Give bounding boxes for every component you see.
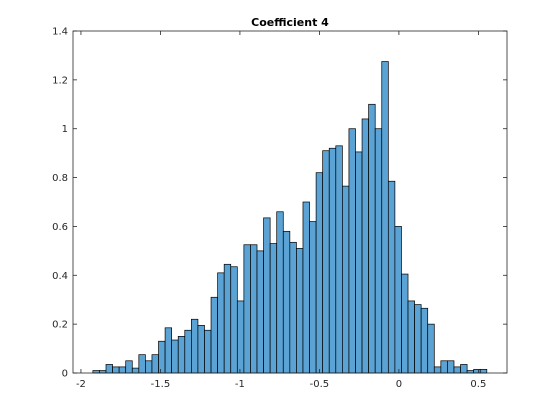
histogram-bar	[138, 354, 146, 374]
histogram-bar	[151, 354, 159, 374]
histogram-bar	[250, 244, 258, 374]
histogram-bar	[269, 243, 278, 374]
histogram-bar	[230, 266, 238, 374]
histogram-bar	[289, 241, 297, 374]
histogram-bar	[407, 300, 415, 374]
histogram-bar	[374, 128, 383, 374]
histogram-bar	[105, 364, 113, 374]
y-tick-label: 1	[62, 124, 68, 135]
histogram-bar	[177, 336, 186, 374]
histogram-bar	[256, 250, 264, 374]
histogram-bar	[302, 201, 310, 374]
histogram-bar	[335, 145, 343, 374]
histogram-bar	[322, 150, 330, 374]
histogram-bar	[164, 327, 173, 374]
y-tick-label: 1.4	[52, 27, 68, 38]
histogram-bar	[453, 366, 461, 374]
histogram-bar	[296, 248, 304, 374]
histogram-bar	[112, 366, 120, 374]
x-tick-label: -1	[235, 379, 245, 390]
histogram-bar	[328, 147, 337, 374]
histogram-bar	[394, 226, 402, 374]
histogram-bar	[361, 118, 369, 374]
histogram-bar	[204, 329, 212, 374]
histogram-bar	[447, 360, 455, 374]
histogram-bar	[427, 323, 435, 374]
y-tick-label: 1.2	[52, 75, 68, 86]
histogram-bar	[342, 185, 350, 374]
histogram-bar	[440, 360, 448, 374]
histogram-bar	[131, 367, 140, 374]
histogram-bar	[191, 318, 199, 374]
histogram-bar	[158, 340, 166, 374]
histogram-bar	[217, 272, 225, 374]
histogram-bar	[420, 307, 429, 374]
x-tick-label: 0.5	[470, 379, 486, 390]
histogram-bar	[387, 180, 396, 374]
histogram-bar	[282, 230, 291, 374]
histogram-bar	[315, 172, 324, 374]
histogram-bar	[473, 368, 481, 374]
histogram-bar	[243, 244, 251, 374]
x-tick-label: -0.5	[310, 379, 330, 390]
histogram-bar	[223, 263, 232, 374]
histogram-bar	[125, 360, 133, 374]
histogram-bar	[433, 366, 442, 374]
histogram-bar	[171, 339, 179, 374]
histogram-bar	[276, 211, 284, 374]
y-tick-label: 0.6	[52, 222, 68, 233]
x-tick-label: 0	[396, 379, 402, 390]
histogram-bar	[118, 366, 127, 374]
histogram-bar	[355, 151, 363, 374]
y-axis-ticks: 0 0.2 0.4 0.6 0.8 1 1.2 1.4	[52, 27, 507, 380]
y-tick-label: 0.4	[52, 271, 68, 282]
x-tick-label: -2	[76, 379, 86, 390]
histogram-bar	[401, 273, 409, 374]
histogram-bar	[460, 364, 468, 374]
axes-box	[72, 30, 508, 374]
histogram-bar	[348, 128, 356, 374]
chart-title: Coefficient 4	[251, 16, 329, 29]
histogram-bar	[210, 296, 218, 374]
histogram-bar	[263, 217, 271, 374]
histogram-bar	[184, 329, 192, 374]
histogram-bar	[309, 221, 317, 374]
histogram-bar	[381, 61, 389, 374]
histogram-bar	[368, 103, 376, 374]
histogram-bar	[145, 360, 153, 374]
y-tick-label: 0	[62, 369, 68, 380]
histogram-bar	[236, 300, 245, 374]
x-axis-ticks: -2 -1.5 -1 -0.5 0 0.5	[76, 31, 486, 390]
histogram-bar	[414, 304, 422, 374]
x-tick-label: -1.5	[151, 379, 171, 390]
y-tick-label: 0.2	[52, 320, 68, 331]
y-tick-label: 0.8	[52, 173, 68, 184]
histogram-bar	[197, 325, 205, 374]
histogram-bar	[479, 368, 488, 374]
